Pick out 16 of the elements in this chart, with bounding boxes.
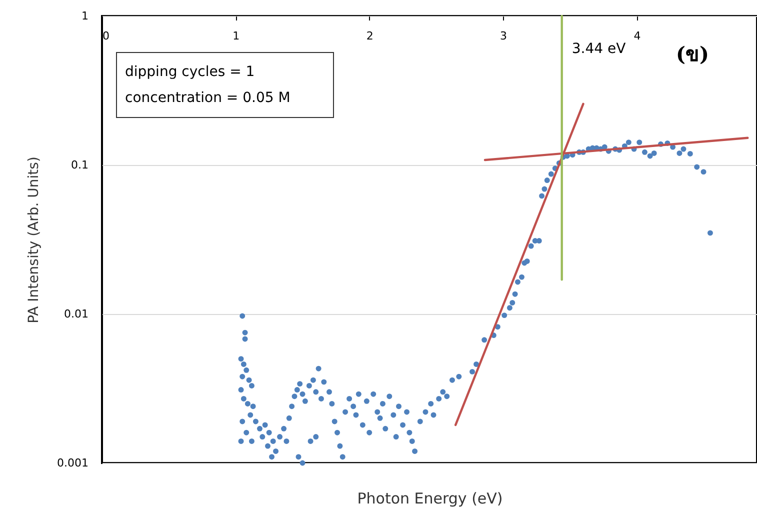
annotation: concentration = 0.05 M <box>125 89 292 108</box>
annotation: (ข) <box>676 41 709 68</box>
x-tick-label: 4 <box>634 30 641 42</box>
annotation: dipping cycles = 1 <box>125 63 256 82</box>
x-tick-label: 1 <box>232 30 240 42</box>
x-tick-label: 2 <box>366 30 374 42</box>
y-axis-title: PA Intensity (Arb. Units) <box>26 156 42 324</box>
y-tick-label: 0.01 <box>64 308 88 320</box>
y-tick-label: 1 <box>82 10 88 22</box>
x-axis-title: Photon Energy (eV) <box>357 490 503 508</box>
x-tick-label: 3 <box>500 30 508 42</box>
y-tick-label: 0.1 <box>71 158 88 172</box>
y-tick-label: 0.001 <box>57 456 88 470</box>
annotation: 3.44 eV <box>572 41 626 58</box>
text-box: dipping cycles = 1 concentration = 0.05 M <box>116 52 334 118</box>
x-tick-label: 0 <box>102 30 110 42</box>
